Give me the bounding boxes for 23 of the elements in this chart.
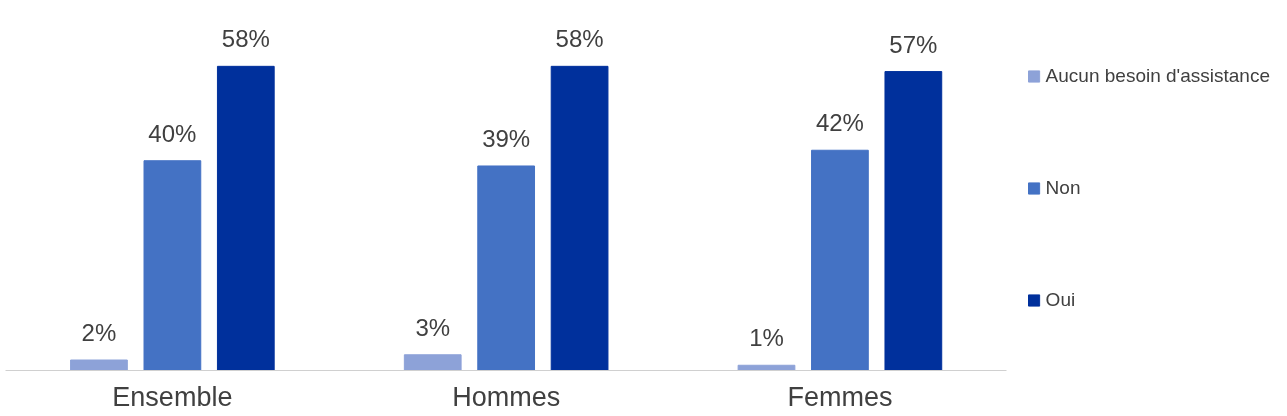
- bar: [403, 354, 462, 371]
- data-label: 42%: [815, 109, 864, 137]
- data-label: 58%: [221, 25, 270, 53]
- data-label: 58%: [555, 25, 604, 53]
- x-tick-label: Hommes: [452, 381, 561, 412]
- data-label: 1%: [749, 324, 784, 352]
- data-label: 40%: [148, 119, 197, 147]
- legend-label: Non: [1045, 176, 1081, 199]
- bar: [143, 160, 202, 371]
- x-tick-label: Femmes: [787, 381, 893, 412]
- data-label: 39%: [482, 124, 531, 152]
- data-label: 57%: [889, 30, 938, 58]
- legend-label: Aucun besoin d'assistance: [1045, 64, 1270, 87]
- x-tick-label: Ensemble: [112, 381, 233, 412]
- data-label: 2%: [81, 319, 117, 347]
- bar: [884, 71, 943, 371]
- bar: [550, 65, 609, 371]
- legend-label: Oui: [1045, 288, 1076, 311]
- bar: [811, 149, 869, 371]
- bar: [70, 359, 128, 371]
- data-label: 3%: [415, 313, 451, 341]
- bar: [216, 65, 275, 371]
- bar: [477, 165, 536, 371]
